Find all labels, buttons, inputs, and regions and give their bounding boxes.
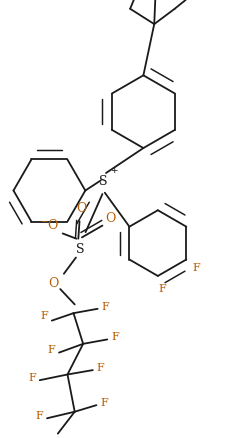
Text: F: F [101, 302, 109, 311]
Text: F: F [28, 373, 36, 383]
Text: S: S [99, 175, 108, 188]
Text: O: O [76, 201, 87, 215]
Text: F: F [35, 411, 43, 421]
Text: F: F [111, 332, 119, 342]
Text: O: O [48, 277, 58, 290]
Text: F: F [159, 284, 167, 294]
Text: F: F [47, 346, 55, 355]
Text: F: F [100, 398, 108, 408]
Text: S: S [76, 243, 85, 256]
Text: F: F [41, 311, 48, 321]
Text: O: O [106, 212, 116, 226]
Text: +: + [110, 166, 118, 175]
Text: F: F [97, 363, 104, 373]
Text: F: F [192, 263, 200, 273]
Text: $^{-}$O: $^{-}$O [40, 218, 59, 232]
